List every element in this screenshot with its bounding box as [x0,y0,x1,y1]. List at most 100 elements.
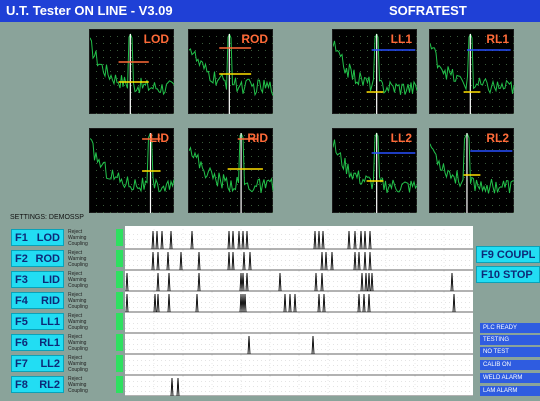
strip-spike [248,251,252,271]
scope-label: LL2 [390,131,412,145]
strip-spike [160,230,164,250]
ascan-trace [189,133,274,193]
status-weld-alarm: WELD ALARM [480,373,540,383]
strip-spike [450,272,454,292]
strip-spike [324,251,328,271]
strip-spike [153,293,157,313]
strip-spike [231,251,235,271]
strip-spike [363,230,367,250]
strip-spike [320,272,324,292]
strip-spike [313,230,317,250]
strip-spike [156,272,160,292]
strip-spike [170,377,174,397]
scope-rl1: RL1 [429,29,515,114]
strip-spike [320,251,324,271]
scope-label: RL2 [486,131,509,145]
f2-rod-button[interactable]: F2 ROD [11,250,64,267]
fkey-number: F2 [15,253,28,265]
f10-stop-button[interactable]: F10 STOP [476,266,540,283]
channel-sublabels: Reject Warning Coupling [68,313,88,331]
status-no-test: NO TEST [480,347,540,357]
scope-rid: RID [188,128,274,213]
strip-spike [353,230,357,250]
app-title: U.T. Tester ON LINE - V3.09 [6,3,173,18]
scope-label: RID [247,131,268,145]
strip-spike [245,272,249,292]
f5-ll1-button[interactable]: F5 LL1 [11,313,64,330]
strip-spike [125,293,129,313]
strip-spike [357,251,361,271]
strip-chart [125,226,473,397]
f4-rid-button[interactable]: F4 RID [11,292,64,309]
fkey-label: ROD [35,253,60,265]
fkey-number: F3 [15,274,28,286]
strip-spike [176,377,180,397]
strip-spike [293,293,297,313]
scope-label: LL1 [390,32,412,46]
title-bar: U.T. Tester ON LINE - V3.09 SOFRATEST [0,0,540,22]
channel-sublabels: Reject Warning Coupling [68,250,88,268]
strip-spike [360,272,364,292]
strip-spike [231,230,235,250]
scope-rl2: RL2 [429,128,515,213]
brand-label: SOFRATEST [389,3,467,18]
fkey-label: RL1 [39,337,60,349]
strip-spike [452,293,456,313]
channel-sublabels: Reject Warning Coupling [68,229,88,247]
f7-ll2-button[interactable]: F7 LL2 [11,355,64,372]
fkey-label: RL2 [39,379,60,391]
f9-coupl-button[interactable]: F9 COUPL [476,246,540,263]
f6-rl1-button[interactable]: F6 RL1 [11,334,64,351]
strip-spike [227,251,231,271]
channel-led [116,376,123,393]
strip-spike [197,251,201,271]
strip-spike [283,293,287,313]
fkey-number: F1 [15,232,28,244]
channel-led [116,334,123,351]
f8-rl2-button[interactable]: F8 RL2 [11,376,64,393]
strip-spike [151,230,155,250]
scope-label: LID [149,131,169,145]
status-testing: TESTING [480,335,540,345]
strip-spike [317,293,321,313]
strip-spike [151,251,155,271]
channel-sublabels: Reject Warning Coupling [68,334,88,352]
ascan-trace [430,133,515,194]
strip-spike [362,293,366,313]
strip-spike [317,230,321,250]
scope-lid: LID [89,128,175,213]
f3-lid-button[interactable]: F3 LID [11,271,64,288]
strip-spike [156,293,160,313]
scope-label: RL1 [486,32,509,46]
fkey-label: LL2 [40,358,60,370]
strip-spike [179,251,183,271]
strip-spike [367,293,371,313]
fkey-number: F5 [15,316,28,328]
strip-spike [242,251,246,271]
scope-ll1: LL1 [332,29,418,114]
strip-spike [347,230,351,250]
status-plc-ready: PLC READY [480,323,540,333]
strip-spike [357,293,361,313]
channel-led [116,271,123,288]
strip-spike [245,230,249,250]
strip-spike [364,272,368,292]
strip-spike [169,230,173,250]
strip-spike [125,272,129,292]
strip-spike [367,272,371,292]
strip-spike [241,272,245,292]
channel-led [116,313,123,330]
scope-label: LOD [143,32,169,46]
strip-spike [239,272,243,292]
f1-lod-button[interactable]: F1 LOD [11,229,64,246]
ascan-trace [430,33,515,95]
strip-spike [237,230,241,250]
channel-led [116,229,123,246]
strip-spike [311,335,315,355]
channel-led [116,292,123,309]
strip-spike [330,251,334,271]
scope-lod: LOD [89,29,175,114]
scope-ll2: LL2 [332,128,418,213]
strip-spike [197,272,201,292]
channel-led [116,355,123,372]
